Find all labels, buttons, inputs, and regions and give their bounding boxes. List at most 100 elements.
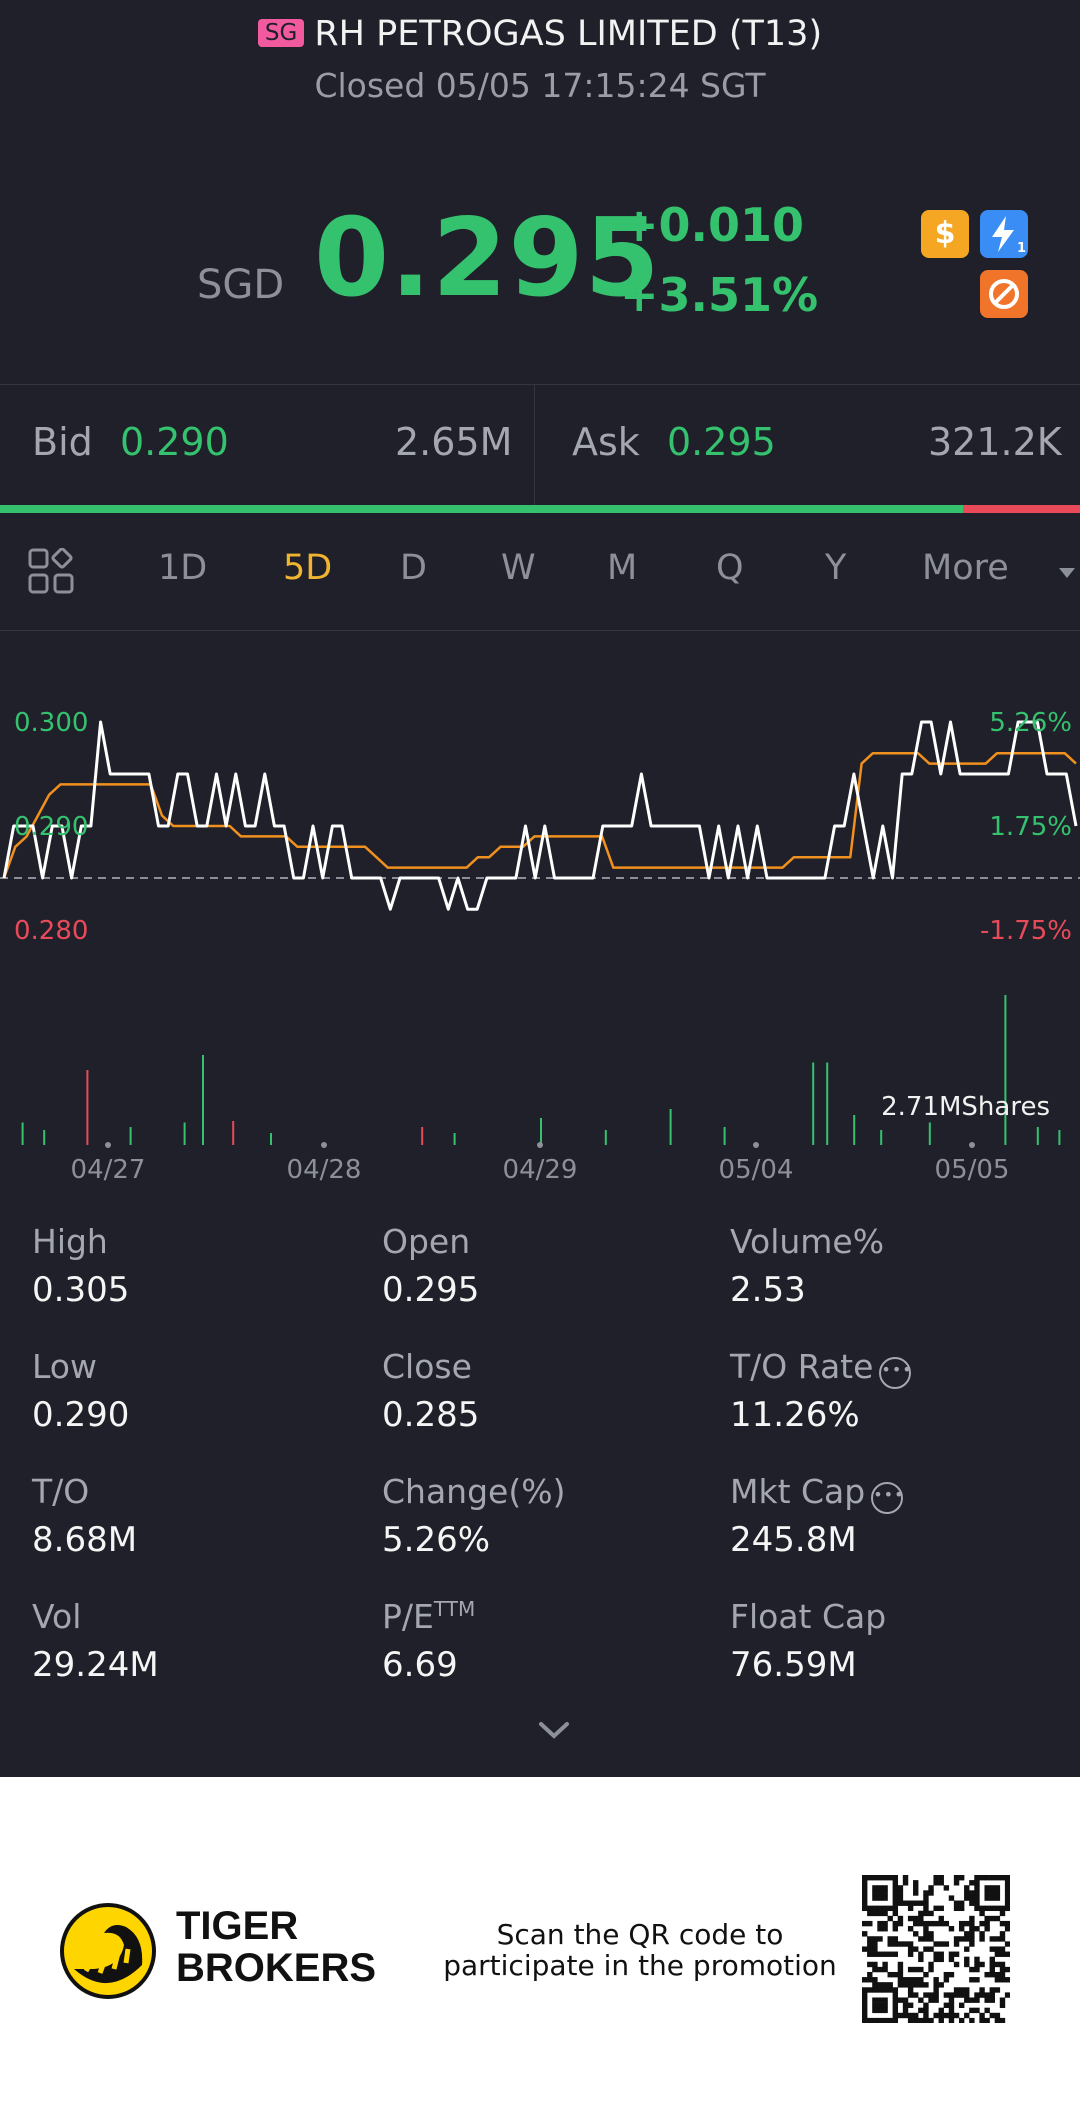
- stat-label-pe-sup: TTM: [433, 1597, 476, 1621]
- brand-line: BROKERS: [176, 1946, 377, 1990]
- x-tick: 04/28: [287, 1155, 362, 1185]
- volume-label: 2.71MShares: [881, 1092, 1050, 1122]
- stat-value-open: 0.295: [382, 1270, 480, 1310]
- y-left-tick: 0.290: [14, 812, 88, 842]
- qr-code[interactable]: [862, 1875, 1010, 2023]
- stat-label-mkt-cap: Mkt Cap •••: [730, 1472, 904, 1514]
- market-badge: SG: [257, 19, 305, 47]
- volume-bar: [604, 1130, 607, 1145]
- x-tick: 04/29: [503, 1155, 578, 1185]
- stat-label-vol: Vol: [32, 1597, 82, 1636]
- tab-d[interactable]: D: [400, 548, 427, 588]
- stock-name: RH PETROGAS LIMITED (T13): [314, 14, 823, 54]
- bid-label: Bid: [32, 420, 93, 464]
- tab-m[interactable]: M: [607, 548, 638, 588]
- stat-value-vol: 29.24M: [32, 1645, 159, 1685]
- bid-size: 2.65M: [395, 420, 513, 464]
- stat-label-to-rate: T/O Rate •••: [730, 1347, 912, 1389]
- stock-title: SG RH PETROGAS LIMITED (T13): [0, 14, 1080, 54]
- divider: [0, 384, 1080, 385]
- volume-bar: [232, 1121, 235, 1145]
- stat-label-pe-text: P/E: [382, 1597, 434, 1636]
- x-tick: 04/27: [71, 1155, 146, 1185]
- more-info-icon[interactable]: •••: [879, 1357, 912, 1389]
- y-left-tick: 0.300: [14, 708, 88, 738]
- stat-label-close: Close: [382, 1347, 472, 1386]
- price-change-pct: +3.51%: [620, 268, 819, 322]
- chevron-down-icon[interactable]: [1058, 564, 1076, 583]
- stat-label-volume-pct: Volume%: [730, 1222, 885, 1261]
- divider: [0, 630, 1080, 631]
- stat-value-change-pct: 5.26%: [382, 1520, 491, 1560]
- volume-bar: [183, 1122, 186, 1145]
- volume-bar: [880, 1130, 883, 1145]
- stat-value-high: 0.305: [32, 1270, 130, 1310]
- x-tick-dot: [753, 1142, 759, 1148]
- volume-bar: [202, 1055, 204, 1145]
- volume-bar: [928, 1122, 931, 1145]
- brand-name: TIGER BROKERS: [176, 1905, 376, 1989]
- x-tick-dot: [105, 1142, 111, 1148]
- dollar-icon[interactable]: $: [921, 210, 969, 258]
- tab-y[interactable]: Y: [825, 548, 847, 588]
- stat-value-mkt-cap: 245.8M: [730, 1520, 857, 1560]
- volume-bar: [826, 1062, 829, 1145]
- bid-ratio-bar: [0, 505, 964, 513]
- tab-w[interactable]: W: [501, 548, 536, 588]
- ask-size: 321.2K: [928, 420, 1062, 464]
- market-status: Closed 05/05 17:15:24 SGT: [314, 66, 766, 105]
- divider: [534, 385, 535, 505]
- bid-price: 0.290: [120, 420, 229, 464]
- tab-q[interactable]: Q: [716, 548, 744, 588]
- volume-bar: [421, 1127, 424, 1145]
- y-right-tick: 1.75%: [989, 812, 1072, 842]
- last-price: 0.295: [314, 196, 661, 321]
- volume-bar: [1036, 1127, 1039, 1145]
- stat-label-pe: P/ETTM: [382, 1597, 475, 1636]
- expand-chevron-icon[interactable]: [537, 1718, 571, 1742]
- tab-1d[interactable]: 1D: [158, 548, 208, 588]
- stat-value-to-rate: 11.26%: [730, 1395, 860, 1435]
- avg-price-line: [2, 751, 1077, 879]
- stat-label-change-pct: Change(%): [382, 1472, 566, 1511]
- y-right-tick: 5.26%: [989, 708, 1072, 738]
- y-right-tick: -1.75%: [980, 916, 1072, 946]
- x-tick-dot: [969, 1142, 975, 1148]
- tab-more[interactable]: More: [922, 548, 1009, 588]
- ask-price: 0.295: [667, 420, 776, 464]
- promo-line: Scan the QR code to: [496, 1918, 784, 1951]
- ask-label: Ask: [572, 420, 640, 464]
- svg-text:1: 1: [1017, 241, 1026, 256]
- x-tick-dot: [321, 1142, 327, 1148]
- currency-label: SGD: [197, 262, 285, 308]
- tiger-logo-icon: [60, 1903, 156, 1999]
- stat-label-to: T/O: [32, 1472, 90, 1511]
- promo-footer: TIGER BROKERS Scan the QR code to partic…: [0, 1777, 1080, 2123]
- price-line: [2, 720, 1078, 911]
- volume-bar: [723, 1127, 726, 1145]
- volume-bar: [270, 1133, 272, 1145]
- more-info-icon[interactable]: •••: [871, 1482, 904, 1514]
- prohibited-icon[interactable]: [980, 270, 1028, 318]
- volume-bar: [453, 1133, 456, 1145]
- price-chart[interactable]: 0.300 0.290 0.280 5.26% 1.75% -1.75% 2.7…: [0, 630, 1080, 1190]
- volume-bar: [129, 1127, 132, 1145]
- price-change: +0.010: [620, 198, 805, 252]
- stat-label-high: High: [32, 1222, 108, 1261]
- lightning-icon[interactable]: 1: [980, 210, 1028, 258]
- x-tick-dot: [537, 1142, 543, 1148]
- volume-bar: [853, 1115, 856, 1145]
- volume-bar: [1058, 1130, 1061, 1145]
- grid-layout-icon[interactable]: [28, 547, 74, 598]
- y-left-tick: 0.280: [14, 916, 88, 946]
- volume-bar: [669, 1109, 672, 1145]
- volume-bar: [1004, 995, 1007, 1145]
- stat-value-low: 0.290: [32, 1395, 130, 1435]
- stat-label-to-rate-text: T/O Rate: [730, 1347, 874, 1386]
- tab-5d[interactable]: 5D: [283, 548, 333, 588]
- stat-value-close: 0.285: [382, 1395, 480, 1435]
- stat-label-float-cap: Float Cap: [730, 1597, 887, 1636]
- promo-line: participate in the promotion: [443, 1949, 837, 1982]
- stat-label-low: Low: [32, 1347, 97, 1386]
- x-tick: 05/05: [935, 1155, 1010, 1185]
